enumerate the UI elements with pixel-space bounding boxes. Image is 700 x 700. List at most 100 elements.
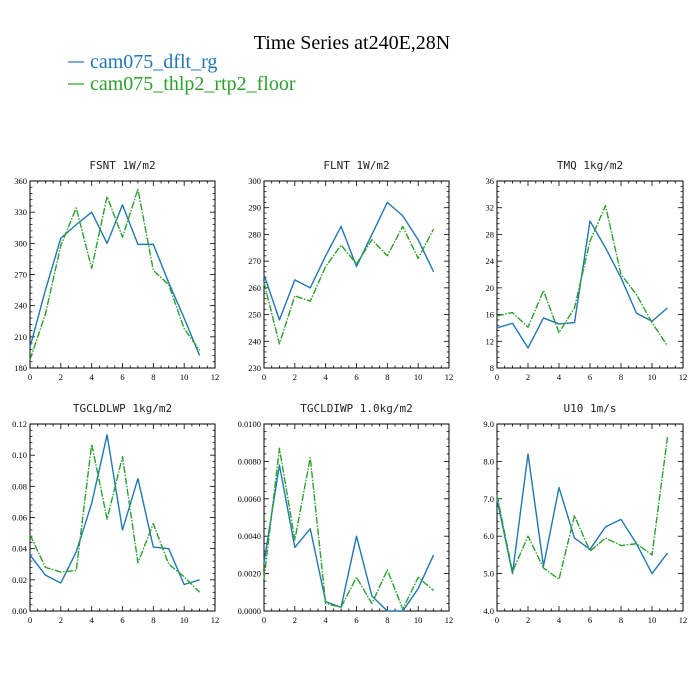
y-tick-label: 4.0: [483, 606, 494, 616]
x-tick-label: 6: [120, 615, 124, 625]
x-tick-label: 12: [679, 615, 688, 625]
panel-title: TGCLDIWP 1.0kg/m2: [300, 402, 413, 415]
panel-title: FLNT 1W/m2: [323, 159, 389, 172]
y-tick-label: 230: [248, 363, 261, 373]
panel-title: TGCLDLWP 1kg/m2: [73, 402, 172, 415]
y-tick-label: 270: [248, 256, 261, 266]
series-line-2: [496, 205, 669, 347]
y-tick-label: 0.12: [12, 419, 27, 429]
series-line-2: [29, 443, 201, 593]
y-tick-label: 290: [248, 203, 261, 213]
y-tick-label: 260: [248, 283, 261, 293]
y-tick-label: 24: [486, 256, 495, 266]
y-tick-label: 7.0: [483, 494, 494, 504]
y-tick-label: 0.0000: [238, 606, 261, 616]
x-tick-label: 0: [28, 372, 32, 382]
plot-frame: [263, 180, 450, 369]
x-tick-label: 4: [557, 372, 562, 382]
x-tick-label: 6: [354, 615, 358, 625]
y-tick-label: 0.0040: [238, 531, 261, 541]
x-tick-label: 4: [90, 615, 95, 625]
x-tick-label: 2: [293, 372, 297, 382]
legend-label-1: cam075_dflt_rg: [90, 51, 217, 73]
x-tick-label: 10: [414, 372, 423, 382]
chart-panel-5: TGCLDIWP 1.0kg/m2 0 2 4 6 8 10 12 0.0000 0.0020 0.…: [238, 402, 454, 625]
chart-panel-1: FSNT 1W/m2 0 2 4 6 8 10 12 180 210 240 270 300 330 360: [14, 159, 219, 382]
x-tick-label: 10: [180, 372, 189, 382]
x-tick-label: 0: [495, 615, 499, 625]
x-tick-label: 2: [526, 372, 530, 382]
y-tick-label: 300: [248, 176, 261, 186]
x-tick-label: 12: [445, 372, 454, 382]
x-tick-label: 8: [385, 615, 389, 625]
y-tick-label: 9.0: [483, 419, 494, 429]
y-tick-label: 0.08: [12, 481, 27, 491]
series-line-1: [496, 220, 668, 349]
x-tick-label: 2: [526, 615, 530, 625]
chart-panel-2: FLNT 1W/m2 0 2 4 6 8 10 12 230 240 250 260 270 280 290…: [248, 159, 453, 382]
panel-title: U10 1m/s: [564, 402, 617, 415]
y-tick-label: 0.00: [12, 606, 27, 616]
y-tick-label: 16: [486, 310, 495, 320]
y-tick-label: 0.0020: [238, 569, 261, 579]
y-tick-label: 360: [14, 176, 27, 186]
y-tick-label: 0.04: [12, 544, 28, 554]
x-tick-label: 12: [211, 372, 220, 382]
y-tick-label: 6.0: [483, 531, 494, 541]
x-tick-label: 4: [557, 615, 562, 625]
series-line-1: [29, 434, 200, 586]
x-tick-label: 4: [324, 372, 329, 382]
panel-title: TMQ 1kg/m2: [557, 159, 623, 172]
chart-panels: FSNT 1W/m20 2 4 6 8 10 12180210240270300330360…: [12, 159, 687, 625]
x-tick-label: 8: [619, 372, 623, 382]
x-tick-label: 10: [414, 615, 423, 625]
y-tick-label: 8: [490, 363, 494, 373]
chart-panel-4: TGCLDLWP 1kg/m2 0 2 4 6 8 10 12 0.00 0.02 0.04 0.06…: [12, 402, 219, 625]
x-tick-label: 6: [588, 372, 592, 382]
x-tick-label: 6: [120, 372, 124, 382]
x-tick-label: 0: [262, 615, 266, 625]
x-tick-label: 12: [445, 615, 454, 625]
x-tick-label: 0: [495, 372, 499, 382]
chart-panel-6: U10 1m/s 0 2 4 6 8 10 12 4.0 5.0 6.0 7.0 8.0 9.0: [483, 402, 687, 625]
y-tick-label: 0.10: [12, 450, 27, 460]
y-tick-label: 280: [248, 229, 261, 239]
x-tick-label: 2: [293, 615, 297, 625]
series-line-2: [29, 188, 201, 360]
y-tick-label: 12: [486, 336, 495, 346]
series-line-1: [263, 464, 435, 612]
x-tick-label: 8: [619, 615, 623, 625]
series-line-2: [263, 225, 435, 345]
series-line-2: [263, 447, 435, 610]
legend-label-2: cam075_thlp2_rtp2_floor: [90, 73, 296, 95]
x-tick-label: 6: [588, 615, 592, 625]
y-tick-label: 0.02: [12, 575, 27, 585]
y-tick-label: 300: [14, 238, 27, 248]
x-tick-label: 4: [324, 615, 329, 625]
y-tick-label: 32: [486, 203, 495, 213]
x-tick-label: 6: [354, 372, 358, 382]
y-tick-label: 240: [248, 336, 261, 346]
y-tick-label: 36: [486, 176, 495, 186]
y-tick-label: 20: [486, 283, 495, 293]
x-tick-label: 2: [59, 615, 63, 625]
x-tick-label: 4: [90, 372, 95, 382]
series-line-1: [29, 204, 201, 356]
series-line-2: [496, 436, 669, 580]
x-tick-label: 12: [679, 372, 688, 382]
y-tick-label: 250: [248, 310, 261, 320]
y-tick-label: 0.0060: [238, 494, 261, 504]
x-tick-label: 8: [385, 372, 389, 382]
x-tick-label: 0: [28, 615, 32, 625]
y-tick-label: 8.0: [483, 456, 494, 466]
panel-title: FSNT 1W/m2: [89, 159, 155, 172]
y-tick-label: 28: [486, 229, 495, 239]
y-tick-label: 210: [14, 332, 27, 342]
y-tick-label: 0.0100: [238, 419, 261, 429]
y-tick-label: 180: [14, 363, 27, 373]
x-tick-label: 10: [648, 615, 657, 625]
y-tick-label: 0.0080: [238, 456, 261, 466]
